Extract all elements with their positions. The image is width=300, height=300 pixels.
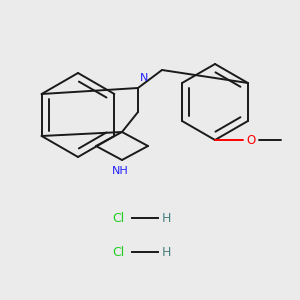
Text: H: H	[161, 245, 171, 259]
Text: Cl: Cl	[112, 212, 124, 224]
Text: NH: NH	[112, 166, 128, 176]
Text: O: O	[246, 134, 255, 146]
Text: Cl: Cl	[112, 245, 124, 259]
Text: N: N	[140, 73, 148, 83]
Text: H: H	[161, 212, 171, 224]
